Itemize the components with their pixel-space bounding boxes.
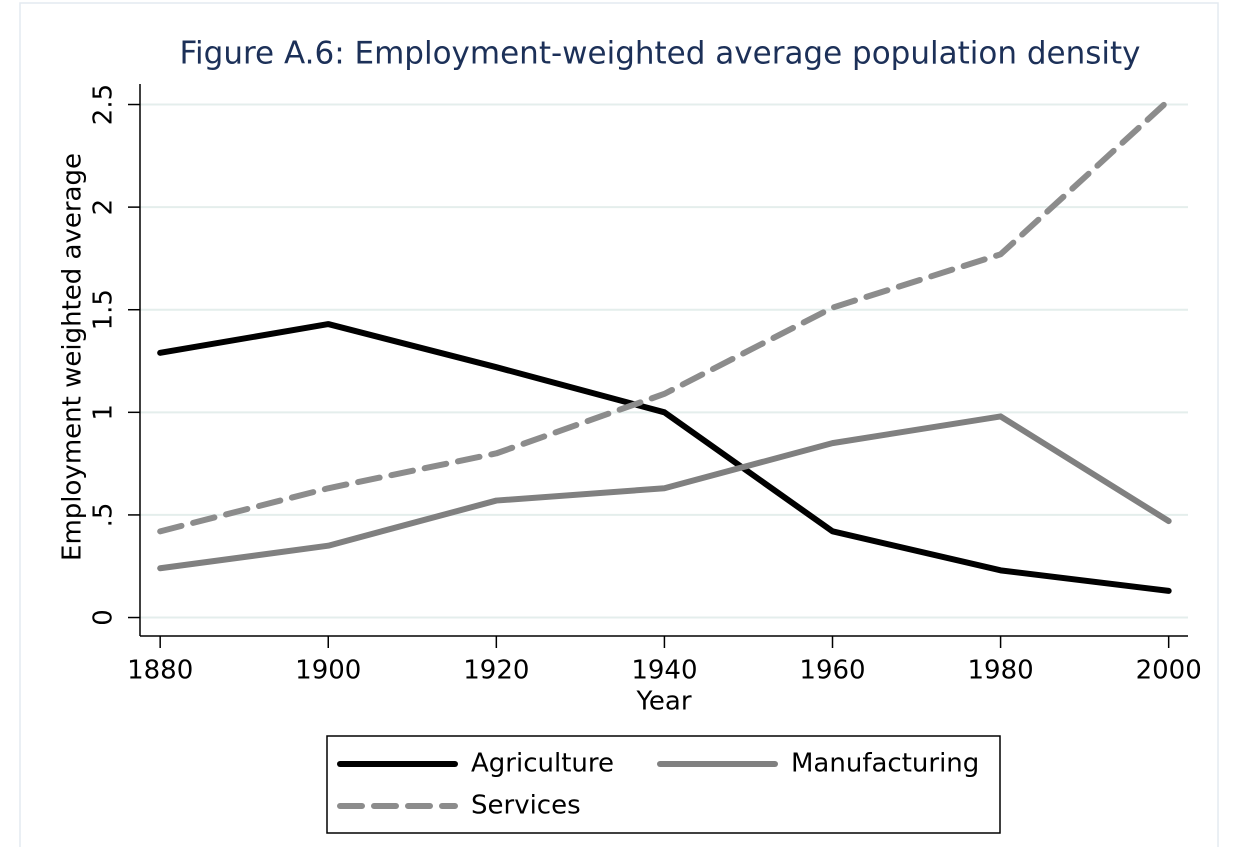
x-tick-label: 1960 bbox=[799, 656, 865, 686]
legend-label: Services bbox=[471, 791, 581, 821]
legend-label: Manufacturing bbox=[791, 749, 979, 779]
x-tick-label: 1980 bbox=[968, 656, 1034, 686]
chart-title: Figure A.6: Employment-weighted average … bbox=[179, 36, 1140, 72]
y-tick-label: 0 bbox=[89, 609, 119, 626]
y-tick-label: 1.5 bbox=[89, 289, 119, 330]
y-tick-label: 1 bbox=[89, 404, 119, 421]
x-tick-label: 1920 bbox=[463, 656, 529, 686]
x-tick-label: 1900 bbox=[295, 656, 361, 686]
x-tick-label: 1880 bbox=[127, 656, 193, 686]
series-line bbox=[157, 97, 1172, 535]
y-tick-label: 2.5 bbox=[89, 84, 119, 125]
x-axis-label: Year bbox=[635, 687, 691, 717]
legend-box bbox=[326, 735, 1001, 834]
series-line bbox=[157, 413, 1172, 572]
legend-label: Agriculture bbox=[471, 749, 614, 779]
series-line bbox=[157, 321, 1172, 594]
x-tick-label: 2000 bbox=[1136, 656, 1202, 686]
chart-frame bbox=[19, 2, 1219, 847]
y-tick-label: .5 bbox=[89, 503, 119, 528]
y-tick-label: 2 bbox=[89, 199, 119, 216]
x-tick-label: 1940 bbox=[631, 656, 697, 686]
y-axis-label: Employment weighted average bbox=[58, 153, 88, 561]
